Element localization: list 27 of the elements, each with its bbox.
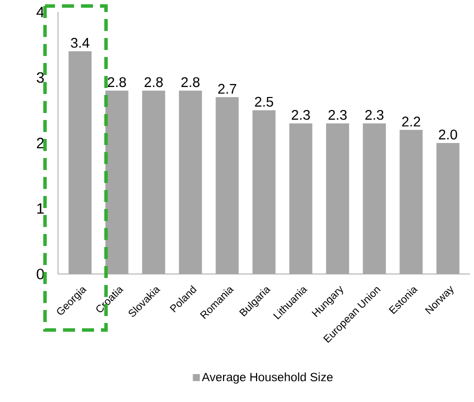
bar: [216, 97, 239, 274]
bar: [326, 123, 350, 274]
bar: [252, 110, 276, 274]
y-tick-label: 2: [36, 138, 44, 148]
legend-label: Average Household Size: [202, 372, 333, 384]
bar: [289, 123, 312, 274]
y-tick-label: 1: [37, 203, 44, 214]
bar: [178, 90, 202, 274]
data-label: 2.8: [108, 77, 126, 88]
bar: [436, 143, 460, 274]
data-label: 3.4: [70, 38, 90, 48]
bar: [68, 51, 92, 274]
y-tick-label: 3: [36, 72, 44, 83]
data-label: 2.3: [365, 110, 384, 120]
data-label: 2.8: [144, 77, 163, 88]
data-label: 2.0: [438, 130, 458, 140]
bar: [362, 123, 386, 274]
bar: [142, 90, 166, 274]
y-tick-label: 4: [36, 6, 44, 18]
data-label: 2.8: [181, 77, 200, 88]
data-label: 2.2: [402, 116, 420, 126]
data-label: 2.7: [218, 84, 236, 94]
data-label: 2.3: [292, 110, 310, 120]
data-label: 2.5: [255, 96, 274, 107]
data-label: 2.3: [328, 110, 347, 120]
bar: [105, 90, 128, 274]
bar: [400, 130, 423, 274]
